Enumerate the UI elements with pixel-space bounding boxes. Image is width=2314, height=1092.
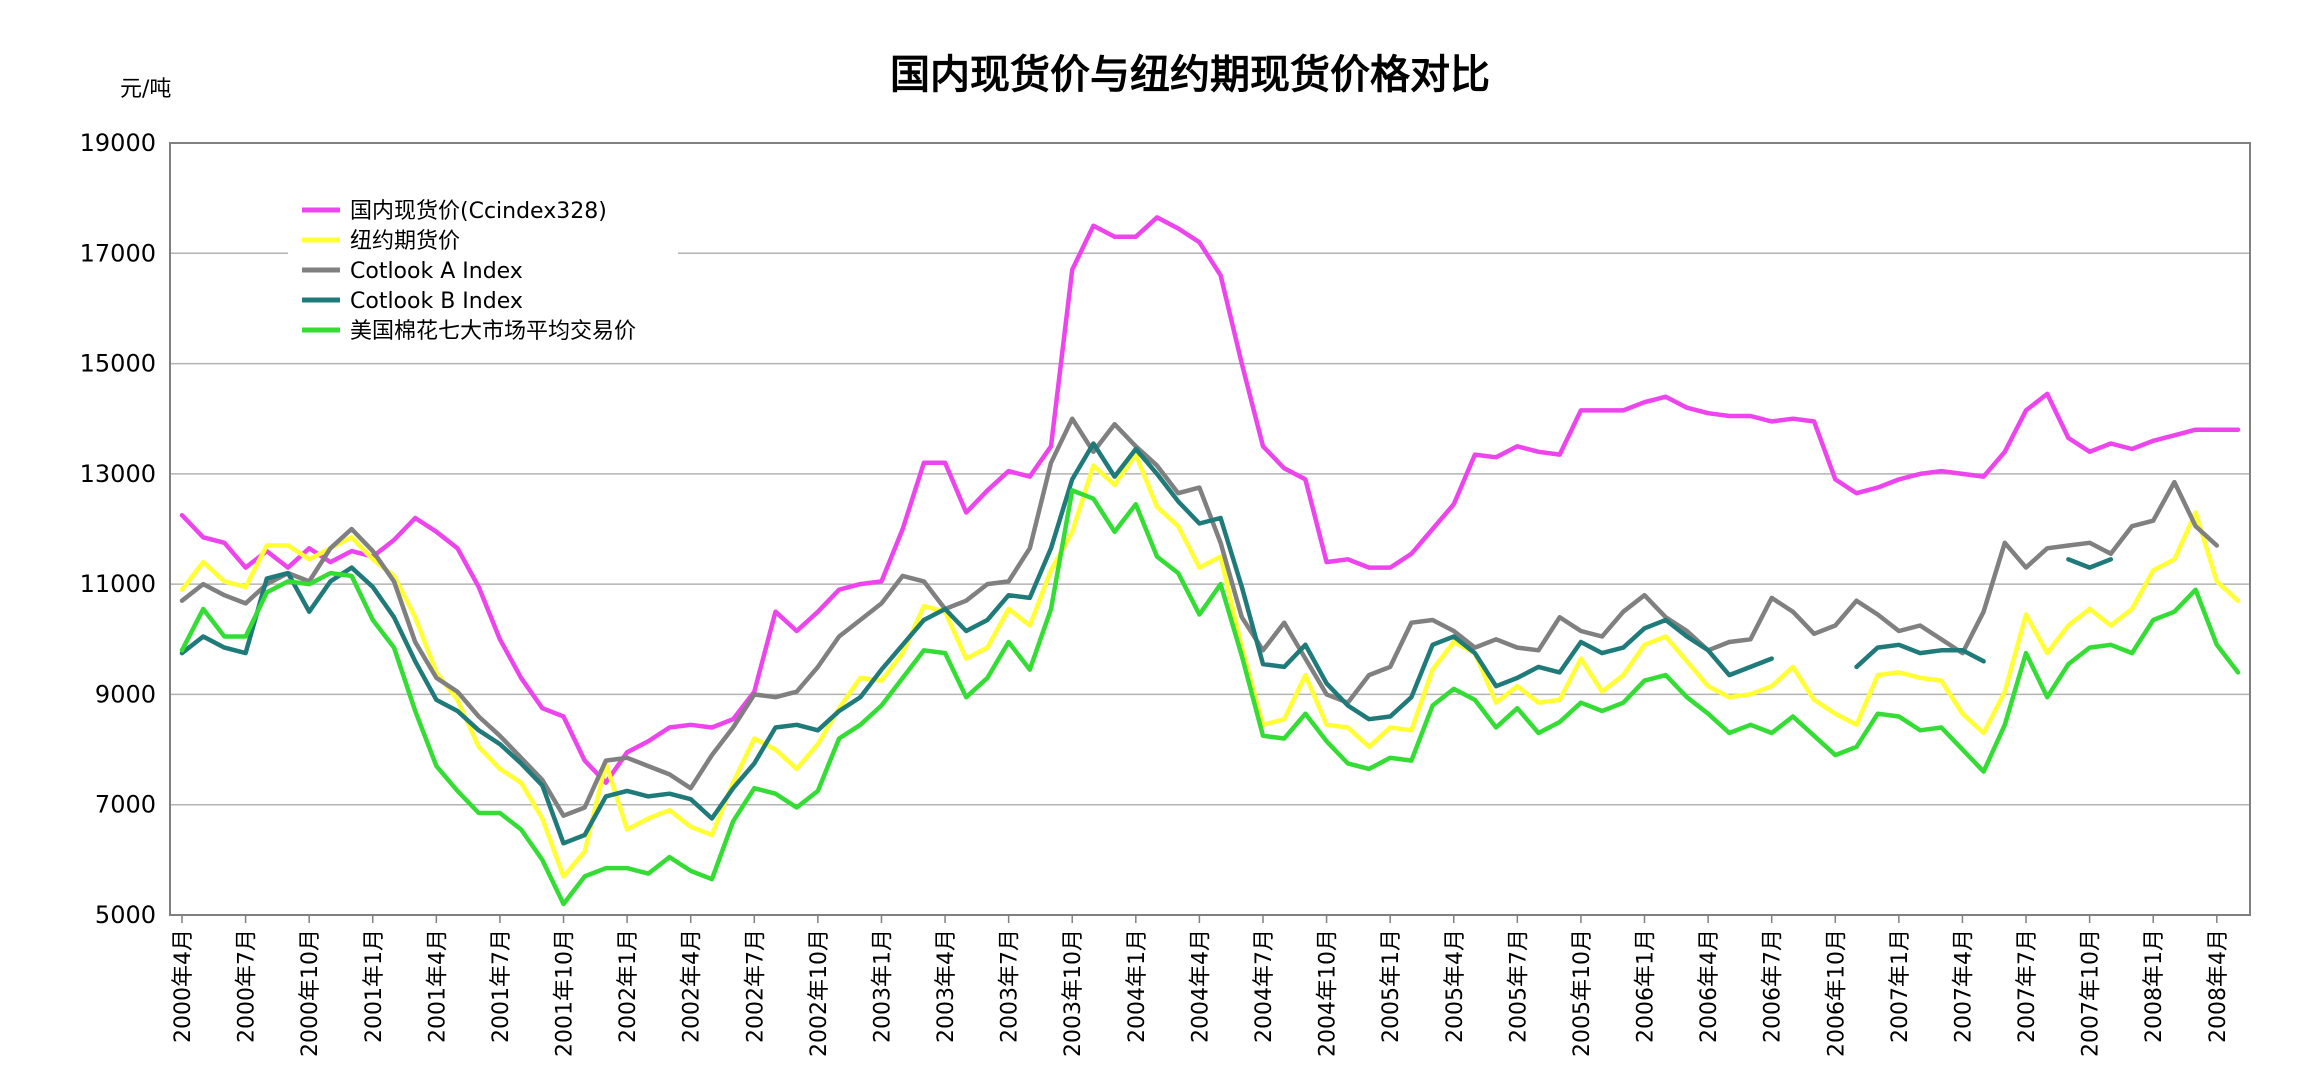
x-tick-label: 2006年7月: [1761, 929, 1786, 1043]
legend: 国内现货价(Ccindex328) 纽约期货价 Cotlook A Index Cot…: [288, 188, 678, 358]
x-tick-label: 2000年10月: [298, 929, 323, 1057]
y-tick-label: 19000: [80, 129, 156, 157]
series-lines: [179, 215, 2241, 907]
series-line-3: [179, 441, 2114, 846]
x-tick-label: 2004年10月: [1316, 929, 1341, 1057]
x-tick-label: 2005年4月: [1443, 929, 1468, 1043]
x-tick-label: 2007年10月: [2079, 929, 2104, 1057]
x-tick-label: 2000年7月: [235, 929, 260, 1043]
x-tick-label: 2001年7月: [489, 929, 514, 1043]
x-tick-label: 2001年1月: [362, 929, 387, 1043]
x-tick-label: 2003年1月: [870, 929, 895, 1043]
x-tick-labels: 2000年4月 2000年7月 2000年10月 2001年1月 2001年4月 2001…: [171, 915, 2231, 1057]
x-tick-label: 2008年4月: [2206, 929, 2231, 1043]
x-tick-label: 2005年10月: [1570, 929, 1595, 1057]
y-tick-label: 15000: [80, 350, 156, 378]
x-tick-label: 2001年4月: [425, 929, 450, 1043]
x-tick-label: 2006年4月: [1697, 929, 1722, 1043]
series-line-4: [179, 488, 2241, 907]
x-tick-label: 2003年4月: [934, 929, 959, 1043]
x-tick-label: 2004年1月: [1125, 929, 1150, 1043]
x-tick-label: 2002年10月: [807, 929, 832, 1057]
x-tick-label: 2005年1月: [1379, 929, 1404, 1043]
series-line-2: [179, 416, 2220, 818]
x-tick-label: 2004年4月: [1188, 929, 1213, 1043]
x-tick-label: 2002年4月: [680, 929, 705, 1043]
x-tick-label: 2008年1月: [2142, 929, 2167, 1043]
legend-label: Cotlook B Index: [350, 289, 523, 314]
x-tick-label: 2007年4月: [1951, 929, 1976, 1043]
x-tick-label: 2006年10月: [1824, 929, 1849, 1057]
series-line-0: [179, 215, 2241, 785]
x-tick-label: 2003年7月: [998, 929, 1023, 1043]
y-tick-label: 5000: [95, 901, 156, 929]
x-tick-label: 2000年4月: [171, 929, 196, 1043]
x-tick-label: 2005年7月: [1506, 929, 1531, 1043]
y-tick-label: 9000: [95, 680, 156, 708]
y-tick-label: 7000: [95, 791, 156, 819]
chart-title: 国内现货价与纽约期现货价格对比: [890, 52, 1490, 98]
x-tick-label: 2006年1月: [1634, 929, 1659, 1043]
x-tick-label: 2003年10月: [1061, 929, 1086, 1057]
x-tick-label: 2001年10月: [553, 929, 578, 1057]
legend-label: 国内现货价(Ccindex328): [350, 199, 607, 224]
x-tick-label: 2007年7月: [2015, 929, 2040, 1043]
y-tick-labels: 5000 7000 9000 11000 13000 15000 17000 19000: [80, 129, 156, 929]
y-tick-label: 17000: [80, 239, 156, 267]
legend-label: 美国棉花七大市场平均交易价: [350, 319, 636, 344]
legend-label: Cotlook A Index: [350, 259, 523, 284]
x-tick-label: 2007年1月: [1888, 929, 1913, 1043]
y-tick-label: 11000: [80, 570, 156, 598]
x-tick-label: 2004年7月: [1252, 929, 1277, 1043]
series-line-1: [179, 452, 2241, 879]
y-axis-unit: 元/吨: [120, 77, 171, 102]
plot-area: [169, 142, 2251, 916]
legend-box: [288, 188, 678, 358]
y-tick-label: 13000: [80, 460, 156, 488]
x-tick-label: 2002年1月: [616, 929, 641, 1043]
x-tick-label: 2002年7月: [743, 929, 768, 1043]
legend-label: 纽约期货价: [350, 229, 460, 254]
